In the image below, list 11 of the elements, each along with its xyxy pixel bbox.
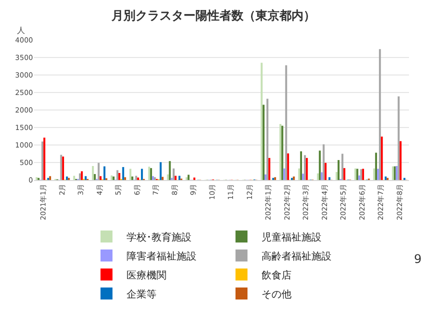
y-axis-title: 人 [17, 26, 25, 35]
legend-label: 高齢者福祉施設 [262, 250, 332, 262]
legend-label: 企業等 [126, 288, 156, 300]
legend-label: 学校･教育施設 [126, 231, 192, 244]
legend-label: 医療機関 [126, 269, 166, 282]
legend-label: その他 [262, 288, 292, 300]
legend-label: 飲食店 [262, 269, 292, 282]
chart-title: 月別クラスター陽性者数（東京都内） [110, 8, 316, 23]
legend-label: 児童福祉施設 [262, 231, 322, 244]
text: 9 [414, 252, 422, 266]
legend-label: 障害者福祉施設 [126, 250, 196, 262]
